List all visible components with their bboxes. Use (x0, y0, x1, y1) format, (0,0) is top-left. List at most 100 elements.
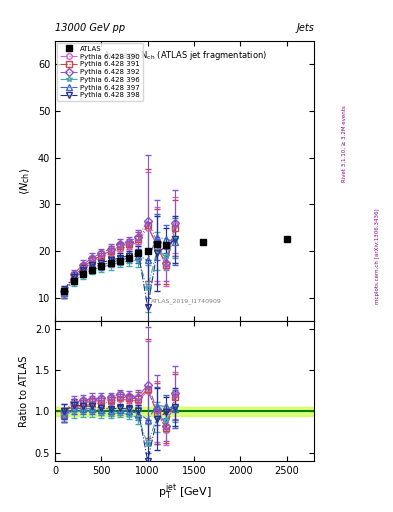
Pythia 6.428 391 (71, 273, 76, 280)
Line: Pythia 6.428 397: Pythia 6.428 397 (62, 234, 178, 295)
Pythia 6.428 398 (154, 250, 159, 257)
ATLAS (284, 236, 289, 242)
Line: ATLAS: ATLAS (61, 236, 290, 294)
Pythia 6.428 398 (62, 287, 67, 293)
Pythia 6.428 397 (71, 276, 76, 282)
Pythia 6.428 391 (145, 222, 150, 228)
Pythia 6.428 397 (136, 252, 141, 259)
Y-axis label: Ratio to ATLAS: Ratio to ATLAS (19, 355, 29, 426)
Pythia 6.428 390 (99, 255, 104, 261)
Pythia 6.428 390 (118, 245, 122, 251)
ATLAS (136, 250, 141, 257)
ATLAS (62, 287, 67, 293)
Pythia 6.428 396 (136, 257, 141, 263)
ATLAS (164, 242, 169, 248)
Pythia 6.428 398 (136, 250, 141, 257)
Pythia 6.428 391 (118, 243, 122, 249)
Pythia 6.428 397 (62, 290, 67, 296)
Pythia 6.428 398 (145, 304, 150, 310)
ATLAS (108, 260, 113, 266)
Pythia 6.428 397 (173, 239, 178, 245)
Pythia 6.428 390 (145, 224, 150, 230)
Pythia 6.428 396 (71, 278, 76, 284)
X-axis label: p$_{\rm T}^{\rm jet}$ [GeV]: p$_{\rm T}^{\rm jet}$ [GeV] (158, 481, 212, 502)
Pythia 6.428 397 (81, 269, 85, 275)
Line: Pythia 6.428 398: Pythia 6.428 398 (62, 237, 178, 310)
Pythia 6.428 390 (173, 222, 178, 228)
Pythia 6.428 392 (173, 220, 178, 226)
Pythia 6.428 392 (99, 250, 104, 257)
ATLAS (71, 278, 76, 284)
Pythia 6.428 392 (108, 245, 113, 251)
Pythia 6.428 391 (62, 290, 67, 296)
Pythia 6.428 398 (99, 260, 104, 266)
Pythia 6.428 392 (71, 271, 76, 278)
ATLAS (201, 240, 206, 246)
Pythia 6.428 391 (99, 252, 104, 259)
ATLAS (154, 241, 159, 247)
Pythia 6.428 391 (90, 257, 94, 263)
Text: mcplots.cern.ch [arXiv:1306.3436]: mcplots.cern.ch [arXiv:1306.3436] (375, 208, 380, 304)
Legend: ATLAS, Pythia 6.428 390, Pythia 6.428 391, Pythia 6.428 392, Pythia 6.428 396, P: ATLAS, Pythia 6.428 390, Pythia 6.428 39… (57, 43, 143, 101)
Pythia 6.428 396 (90, 266, 94, 272)
Pythia 6.428 397 (154, 234, 159, 240)
Pythia 6.428 397 (145, 257, 150, 263)
Line: Pythia 6.428 392: Pythia 6.428 392 (62, 218, 178, 293)
Pythia 6.428 390 (90, 260, 94, 266)
ATLAS (81, 271, 85, 278)
Pythia 6.428 397 (90, 264, 94, 270)
Pythia 6.428 392 (154, 239, 159, 245)
Pythia 6.428 390 (127, 243, 132, 249)
Pythia 6.428 392 (145, 218, 150, 224)
Pythia 6.428 397 (108, 260, 113, 266)
Pythia 6.428 392 (118, 241, 122, 247)
Pythia 6.428 396 (154, 248, 159, 254)
Text: Jets: Jets (297, 23, 314, 33)
Pythia 6.428 396 (62, 290, 67, 296)
Pythia 6.428 390 (136, 239, 141, 245)
Pythia 6.428 398 (173, 236, 178, 242)
Pythia 6.428 397 (127, 255, 132, 261)
Pythia 6.428 396 (164, 252, 169, 259)
Pythia 6.428 390 (62, 290, 67, 296)
Pythia 6.428 398 (108, 257, 113, 263)
Pythia 6.428 392 (164, 260, 169, 266)
Text: Average N$_{\rm ch}$ (ATLAS jet fragmentation): Average N$_{\rm ch}$ (ATLAS jet fragment… (103, 49, 267, 62)
Pythia 6.428 391 (81, 264, 85, 270)
ATLAS (118, 258, 122, 264)
Pythia 6.428 396 (81, 271, 85, 278)
ATLAS (90, 266, 94, 272)
Pythia 6.428 391 (173, 224, 178, 230)
Pythia 6.428 397 (99, 262, 104, 268)
Text: ATLAS_2019_I1740909: ATLAS_2019_I1740909 (151, 298, 222, 304)
Pythia 6.428 391 (136, 236, 141, 242)
Pythia 6.428 398 (164, 243, 169, 249)
Text: Rivet 3.1.10, ≥ 3.2M events: Rivet 3.1.10, ≥ 3.2M events (342, 105, 346, 182)
Pythia 6.428 392 (127, 239, 132, 245)
Pythia 6.428 396 (173, 236, 178, 242)
Pythia 6.428 396 (145, 285, 150, 291)
Text: 13000 GeV pp: 13000 GeV pp (55, 23, 125, 33)
Pythia 6.428 398 (90, 262, 94, 268)
Pythia 6.428 396 (118, 260, 122, 266)
Pythia 6.428 396 (127, 258, 132, 264)
Pythia 6.428 391 (154, 243, 159, 249)
Line: Pythia 6.428 390: Pythia 6.428 390 (62, 222, 178, 295)
Pythia 6.428 397 (164, 236, 169, 242)
Pythia 6.428 390 (71, 276, 76, 282)
Pythia 6.428 398 (127, 252, 132, 259)
Bar (55, 407, 314, 416)
Line: Pythia 6.428 391: Pythia 6.428 391 (62, 222, 178, 295)
Pythia 6.428 397 (118, 257, 122, 263)
ATLAS (127, 255, 132, 261)
Pythia 6.428 398 (118, 255, 122, 261)
Pythia 6.428 398 (71, 273, 76, 280)
Pythia 6.428 392 (136, 234, 141, 240)
Pythia 6.428 390 (81, 266, 85, 272)
Pythia 6.428 398 (81, 266, 85, 272)
Y-axis label: $\langle N_{\rm ch} \rangle$: $\langle N_{\rm ch} \rangle$ (18, 167, 32, 195)
Pythia 6.428 392 (62, 287, 67, 293)
Pythia 6.428 390 (154, 241, 159, 247)
Pythia 6.428 392 (90, 255, 94, 261)
ATLAS (99, 263, 104, 269)
